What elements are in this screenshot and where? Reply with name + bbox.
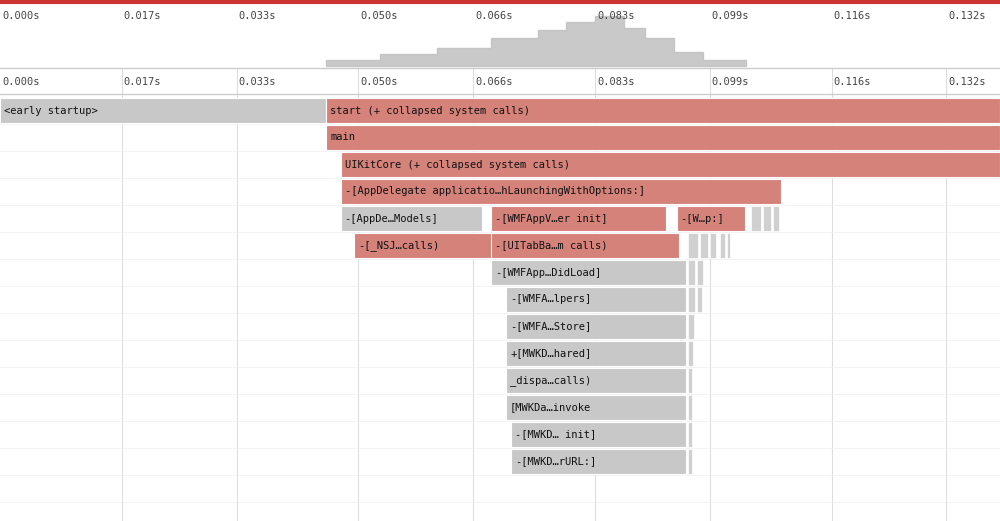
Text: 0.050s: 0.050s (360, 77, 398, 88)
Text: 0.116s: 0.116s (834, 11, 871, 21)
Bar (697, 260, 703, 285)
Text: 0.066s: 0.066s (475, 11, 513, 21)
Bar (0, 98, 326, 123)
Bar (727, 233, 730, 258)
Bar (763, 206, 771, 231)
Bar (688, 341, 693, 366)
Bar (506, 287, 686, 312)
Text: -[MWKD… init]: -[MWKD… init] (515, 429, 596, 440)
Text: +[MWKD…hared]: +[MWKD…hared] (510, 349, 591, 358)
Bar (511, 449, 686, 474)
Bar (688, 449, 692, 474)
Bar (688, 368, 692, 393)
Bar (511, 422, 686, 447)
Text: -[WMFA…Store]: -[WMFA…Store] (510, 321, 591, 331)
Text: 0.083s: 0.083s (597, 77, 634, 88)
Bar (677, 206, 745, 231)
Bar (0, 68, 1000, 94)
Text: 0.017s: 0.017s (124, 11, 161, 21)
Bar (326, 98, 1000, 123)
Text: 0.000s: 0.000s (2, 11, 40, 21)
Text: -[UITabBa…m calls): -[UITabBa…m calls) (495, 241, 608, 251)
Text: -[W…p:]: -[W…p:] (681, 214, 724, 224)
Text: 0.033s: 0.033s (239, 77, 276, 88)
Bar (341, 152, 1000, 177)
Text: -[WMFA…lpers]: -[WMFA…lpers] (510, 294, 591, 304)
Text: -[WMFApp…DidLoad]: -[WMFApp…DidLoad] (495, 267, 601, 278)
Bar (751, 206, 761, 231)
Bar (341, 206, 482, 231)
Bar (491, 233, 679, 258)
Text: -[WMFAppV…er init]: -[WMFAppV…er init] (495, 214, 608, 224)
Text: 0.116s: 0.116s (834, 77, 871, 88)
Bar (700, 233, 708, 258)
Text: 0.083s: 0.083s (597, 11, 634, 21)
Text: start (+ collapsed system calls): start (+ collapsed system calls) (330, 105, 530, 116)
Text: 0.066s: 0.066s (475, 77, 513, 88)
Text: 0.017s: 0.017s (124, 77, 161, 88)
Text: 0.132s: 0.132s (948, 11, 986, 21)
Bar (688, 314, 694, 339)
Bar (354, 233, 492, 258)
Polygon shape (326, 16, 746, 66)
Bar (506, 395, 686, 420)
Bar (688, 287, 695, 312)
Text: main: main (330, 132, 355, 143)
Bar (688, 422, 692, 447)
Text: -[MWKD…rURL:]: -[MWKD…rURL:] (515, 456, 596, 466)
Text: <early startup>: <early startup> (4, 105, 98, 116)
Bar (773, 206, 779, 231)
Bar (341, 179, 781, 204)
Text: [MWKDa…invoke: [MWKDa…invoke (510, 403, 591, 413)
Text: -[_NSJ…calls): -[_NSJ…calls) (358, 240, 439, 251)
Text: -[AppDe…Models]: -[AppDe…Models] (345, 214, 438, 224)
Text: 0.099s: 0.099s (712, 77, 749, 88)
Text: 0.050s: 0.050s (360, 11, 398, 21)
Bar (710, 233, 716, 258)
Bar (326, 125, 1000, 150)
Bar (697, 287, 702, 312)
Bar (688, 233, 698, 258)
Bar (491, 206, 666, 231)
Bar (720, 233, 725, 258)
Bar (0, 94, 1000, 521)
Text: -[AppDelegate applicatio…hLaunchingWithOptions:]: -[AppDelegate applicatio…hLaunchingWithO… (345, 187, 645, 196)
Bar (688, 395, 692, 420)
Bar (0, 0, 1000, 68)
Bar (688, 260, 695, 285)
Bar (506, 368, 686, 393)
Text: _dispa…calls): _dispa…calls) (510, 375, 591, 386)
Text: 0.033s: 0.033s (239, 11, 276, 21)
Bar (491, 260, 686, 285)
Bar (506, 341, 686, 366)
Text: 0.099s: 0.099s (712, 11, 749, 21)
Text: UIKitCore (+ collapsed system calls): UIKitCore (+ collapsed system calls) (345, 159, 570, 169)
Text: 0.132s: 0.132s (948, 77, 986, 88)
Text: 0.000s: 0.000s (2, 77, 40, 88)
Bar (506, 314, 686, 339)
